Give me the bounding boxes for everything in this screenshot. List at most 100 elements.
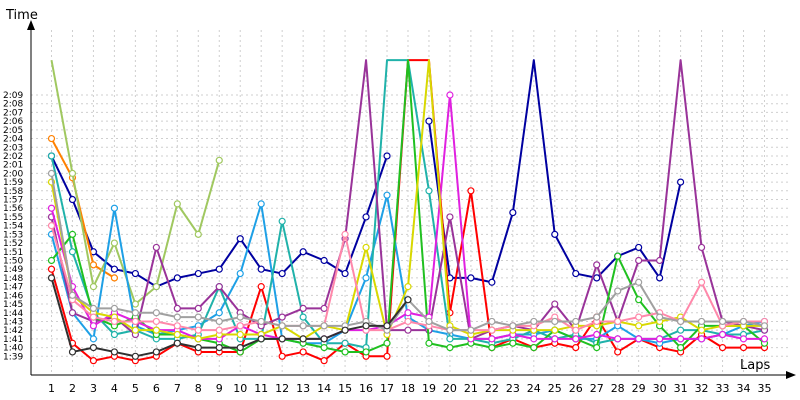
series-1 bbox=[47, 59, 685, 291]
data-point bbox=[47, 274, 56, 282]
data-point bbox=[341, 339, 349, 347]
y-tick-label: 1:49 bbox=[3, 265, 23, 275]
data-point bbox=[68, 309, 77, 317]
y-tick-label: 1:39 bbox=[3, 352, 23, 362]
data-point bbox=[676, 343, 685, 352]
data-point bbox=[676, 317, 685, 326]
data-point bbox=[173, 330, 181, 339]
data-point bbox=[131, 326, 139, 334]
data-point bbox=[47, 222, 56, 230]
data-point bbox=[697, 335, 706, 343]
data-point bbox=[299, 304, 307, 312]
data-point bbox=[131, 352, 139, 360]
data-point bbox=[194, 269, 202, 278]
y-tick-label: 1:56 bbox=[3, 204, 23, 214]
data-point bbox=[173, 200, 181, 208]
y-tick-label: 2:08 bbox=[3, 100, 23, 110]
data-point bbox=[89, 313, 98, 321]
data-point bbox=[551, 335, 559, 343]
data-point bbox=[404, 309, 412, 317]
x-tick-label: 27 bbox=[590, 382, 604, 395]
data-point bbox=[320, 357, 328, 365]
data-point bbox=[68, 348, 77, 356]
data-point bbox=[257, 335, 265, 343]
x-tick-label: 3 bbox=[90, 382, 97, 395]
data-point bbox=[173, 339, 181, 347]
data-point bbox=[47, 265, 56, 273]
data-point bbox=[572, 335, 580, 343]
data-point bbox=[110, 330, 119, 339]
data-point bbox=[446, 91, 454, 99]
data-point bbox=[404, 326, 412, 334]
series-line bbox=[50, 59, 766, 353]
data-point bbox=[173, 274, 181, 282]
axes bbox=[27, 20, 796, 379]
data-point bbox=[152, 326, 160, 334]
data-point bbox=[173, 304, 181, 312]
data-point bbox=[257, 200, 265, 208]
data-point bbox=[509, 208, 517, 217]
data-point bbox=[572, 269, 580, 278]
x-tick-label: 33 bbox=[716, 382, 730, 395]
y-tick-label: 1:53 bbox=[3, 230, 23, 240]
y-tick-label: 2:00 bbox=[3, 169, 23, 179]
data-point bbox=[47, 204, 56, 212]
data-point bbox=[509, 339, 517, 347]
data-point bbox=[635, 278, 643, 286]
data-point bbox=[593, 313, 601, 321]
data-point bbox=[278, 217, 286, 225]
y-tick-label: 1:44 bbox=[3, 309, 23, 319]
data-point bbox=[676, 178, 685, 186]
y-tick-label: 1:54 bbox=[3, 222, 23, 232]
data-point bbox=[635, 243, 643, 252]
data-point bbox=[278, 352, 286, 360]
data-point bbox=[215, 156, 223, 164]
x-axis-arrow bbox=[786, 371, 796, 379]
data-point bbox=[89, 304, 98, 312]
data-point bbox=[152, 243, 160, 252]
data-point bbox=[593, 343, 601, 352]
data-point bbox=[760, 335, 769, 343]
data-point bbox=[467, 187, 475, 195]
data-point bbox=[362, 243, 370, 252]
x-tick-label: 12 bbox=[275, 382, 289, 395]
data-point bbox=[718, 343, 727, 352]
data-point bbox=[320, 335, 328, 343]
data-point bbox=[110, 239, 119, 247]
data-point bbox=[404, 296, 412, 304]
y-tick-label: 1:40 bbox=[3, 344, 23, 354]
y-tick-label: 2:09 bbox=[3, 91, 23, 101]
data-point bbox=[47, 256, 56, 265]
data-point bbox=[718, 330, 727, 339]
data-point bbox=[614, 335, 622, 343]
data-point bbox=[257, 265, 265, 273]
data-point bbox=[110, 317, 119, 326]
data-point bbox=[236, 235, 244, 243]
data-point bbox=[488, 343, 496, 352]
data-point bbox=[572, 317, 580, 326]
data-point bbox=[697, 243, 706, 252]
data-point bbox=[89, 322, 98, 330]
series-layer bbox=[47, 59, 769, 365]
x-tick-label: 32 bbox=[695, 382, 709, 395]
data-point bbox=[110, 274, 119, 282]
data-point bbox=[593, 330, 601, 339]
x-tick-label: 28 bbox=[611, 382, 625, 395]
data-point bbox=[383, 322, 391, 330]
data-point bbox=[89, 357, 98, 365]
data-point bbox=[278, 269, 286, 278]
x-tick-label: 13 bbox=[296, 382, 310, 395]
data-point bbox=[110, 204, 119, 212]
data-point bbox=[635, 335, 643, 343]
y-tick-label: 2:06 bbox=[3, 117, 23, 127]
x-tick-labels: 1 2 3 4 5 6 7 8 9 10 11 12 13 14 15 16 17 18 19 20 21 22 23 24 2… bbox=[48, 382, 771, 395]
data-point bbox=[194, 304, 202, 312]
data-point bbox=[341, 230, 349, 238]
data-point bbox=[614, 252, 622, 260]
data-point bbox=[341, 326, 349, 334]
x-tick-label: 29 bbox=[632, 382, 646, 395]
data-point bbox=[131, 317, 139, 326]
data-point bbox=[656, 274, 664, 282]
x-tick-label: 31 bbox=[674, 382, 688, 395]
data-point bbox=[215, 317, 223, 326]
